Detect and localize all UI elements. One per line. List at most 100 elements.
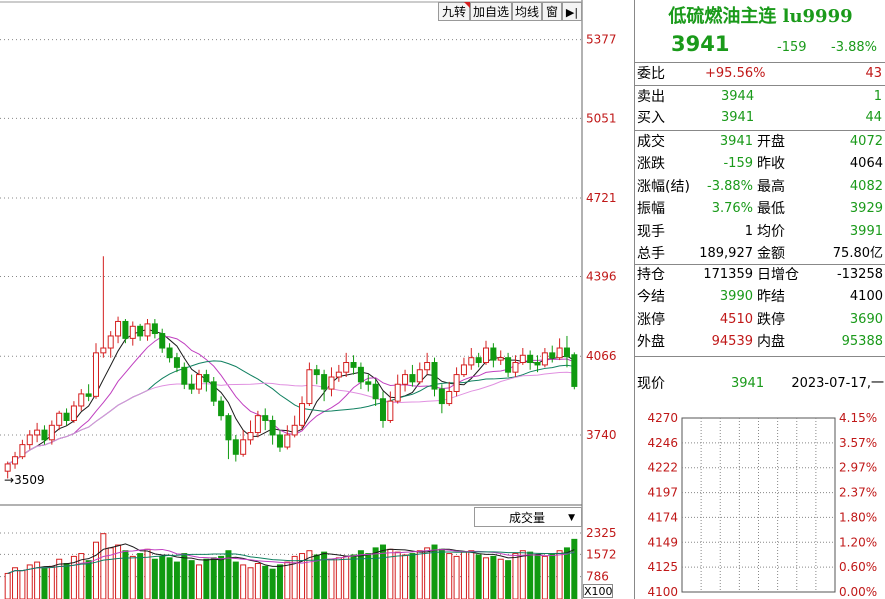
volume-bar — [483, 557, 490, 599]
mini-right-tick: 1.20% — [839, 535, 877, 549]
candle-body — [247, 432, 254, 441]
stat-label: 金额 — [757, 246, 785, 262]
add-favorite-button[interactable]: 加自选 — [470, 2, 512, 21]
weibi-label: 委比 — [637, 66, 665, 82]
stat-label: 日增仓 — [757, 267, 799, 283]
ma-line — [7, 335, 575, 465]
stat-value: 3941 — [719, 134, 753, 149]
stat-label: 成交 — [637, 134, 665, 150]
volume-bar — [424, 547, 431, 599]
candle-body — [34, 429, 41, 436]
candle-body — [115, 320, 122, 337]
candle-body — [210, 381, 217, 402]
volume-bar — [129, 555, 136, 599]
candle-body — [365, 381, 372, 385]
candle-body — [335, 371, 342, 378]
volume-bar — [63, 563, 70, 599]
mini-right-tick: 2.37% — [839, 486, 877, 500]
volume-indicator-label: 成交量 — [509, 511, 546, 525]
moving-average-button[interactable]: 均线 — [512, 2, 542, 21]
window-button[interactable]: 窗 — [542, 2, 562, 21]
volume-bar — [92, 541, 99, 599]
arrow-right-bar-icon: ▶| — [565, 6, 579, 19]
price-tick-label: 4396 — [586, 270, 617, 284]
volume-bar — [203, 558, 210, 599]
now-price-value: 3941 — [731, 376, 765, 391]
ma-line — [7, 360, 575, 465]
candle-body — [505, 357, 512, 373]
corner-flag-icon — [464, 2, 470, 8]
volume-bar — [416, 550, 423, 599]
contract-title: 低硫燃油主连 lu9999 — [668, 6, 853, 27]
candle-body — [48, 424, 55, 441]
candle-body — [107, 335, 114, 349]
volume-indicator-select[interactable]: 成交量 ▼ — [474, 507, 582, 527]
stat-value: 4510 — [719, 311, 753, 327]
stat-label: 涨跌 — [637, 156, 665, 173]
last-price: 3941 — [671, 32, 730, 56]
volume-bar — [41, 567, 48, 599]
candle-body — [144, 323, 151, 337]
candle-body — [85, 393, 92, 397]
volume-bars — [4, 533, 578, 599]
candle-body — [262, 415, 269, 421]
stat-value: 3.76% — [711, 201, 753, 217]
mini-right-tick: 2.97% — [839, 461, 877, 475]
volume-tick-label: 786 — [586, 570, 609, 584]
candle-body — [453, 374, 460, 392]
volume-bar — [218, 555, 225, 599]
mini-left-tick: 4125 — [647, 560, 678, 574]
now-price-row: 现价 3941 2023-07-17,一 — [635, 373, 885, 395]
candle-body — [284, 434, 291, 448]
stat-value: 1 — [744, 223, 753, 239]
candle-body — [416, 369, 423, 383]
stat-value: 4100 — [849, 289, 883, 305]
stat-row: 总手 189,927 金额 75.80亿 — [635, 243, 885, 265]
volume-bar — [262, 565, 269, 599]
stat-row: 涨停 4510 跌停 3690 — [635, 309, 885, 331]
volume-bar — [541, 555, 548, 599]
mini-right-tick: 4.15% — [839, 411, 877, 425]
price-tick-label: 4721 — [586, 191, 617, 205]
candle-body — [137, 325, 144, 337]
buy-label: 买入 — [637, 110, 665, 126]
volume-bar — [19, 570, 26, 599]
stat-value: 94539 — [711, 334, 753, 350]
volume-bar — [48, 565, 55, 599]
nine-turn-button[interactable]: 九转 — [438, 2, 470, 21]
sell-row[interactable]: 卖出 3944 1 — [635, 86, 885, 108]
volume-multiplier: X100 — [583, 584, 613, 598]
mini-left-tick: 4246 — [647, 436, 678, 450]
candle-body — [556, 347, 563, 359]
volume-bar — [276, 564, 283, 599]
window-label: 窗 — [545, 5, 558, 19]
candle-body — [56, 412, 63, 426]
volume-bar — [527, 551, 534, 599]
volume-bar — [173, 561, 180, 599]
candle-body — [490, 347, 497, 361]
stat-value: -3.88% — [707, 178, 753, 194]
volume-bar — [284, 561, 291, 599]
candle-body — [291, 424, 298, 436]
candle-body — [166, 347, 173, 359]
stat-row: 成交 3941 开盘 4072 — [635, 131, 885, 153]
stat-value: 3991 — [849, 223, 883, 239]
volume-bar — [438, 548, 445, 599]
volume-bar — [181, 553, 188, 599]
chevron-down-icon: ▼ — [568, 513, 575, 523]
collapse-panel-button[interactable]: ▶| — [562, 2, 582, 21]
stat-value: 3929 — [849, 201, 883, 217]
volume-tick-label: 2325 — [586, 526, 617, 540]
volume-bar — [549, 553, 556, 599]
candle-body — [409, 374, 416, 383]
volume-bar — [563, 547, 570, 599]
volume-bar — [475, 554, 482, 599]
volume-bar — [240, 564, 247, 599]
candle-body — [343, 362, 350, 373]
buy-row[interactable]: 买入 3941 44 — [635, 107, 885, 129]
volume-bar — [453, 555, 460, 599]
stat-label: 总手 — [637, 246, 665, 262]
candle-body — [225, 415, 232, 441]
candle-body — [299, 403, 306, 426]
candle-body — [402, 374, 409, 385]
